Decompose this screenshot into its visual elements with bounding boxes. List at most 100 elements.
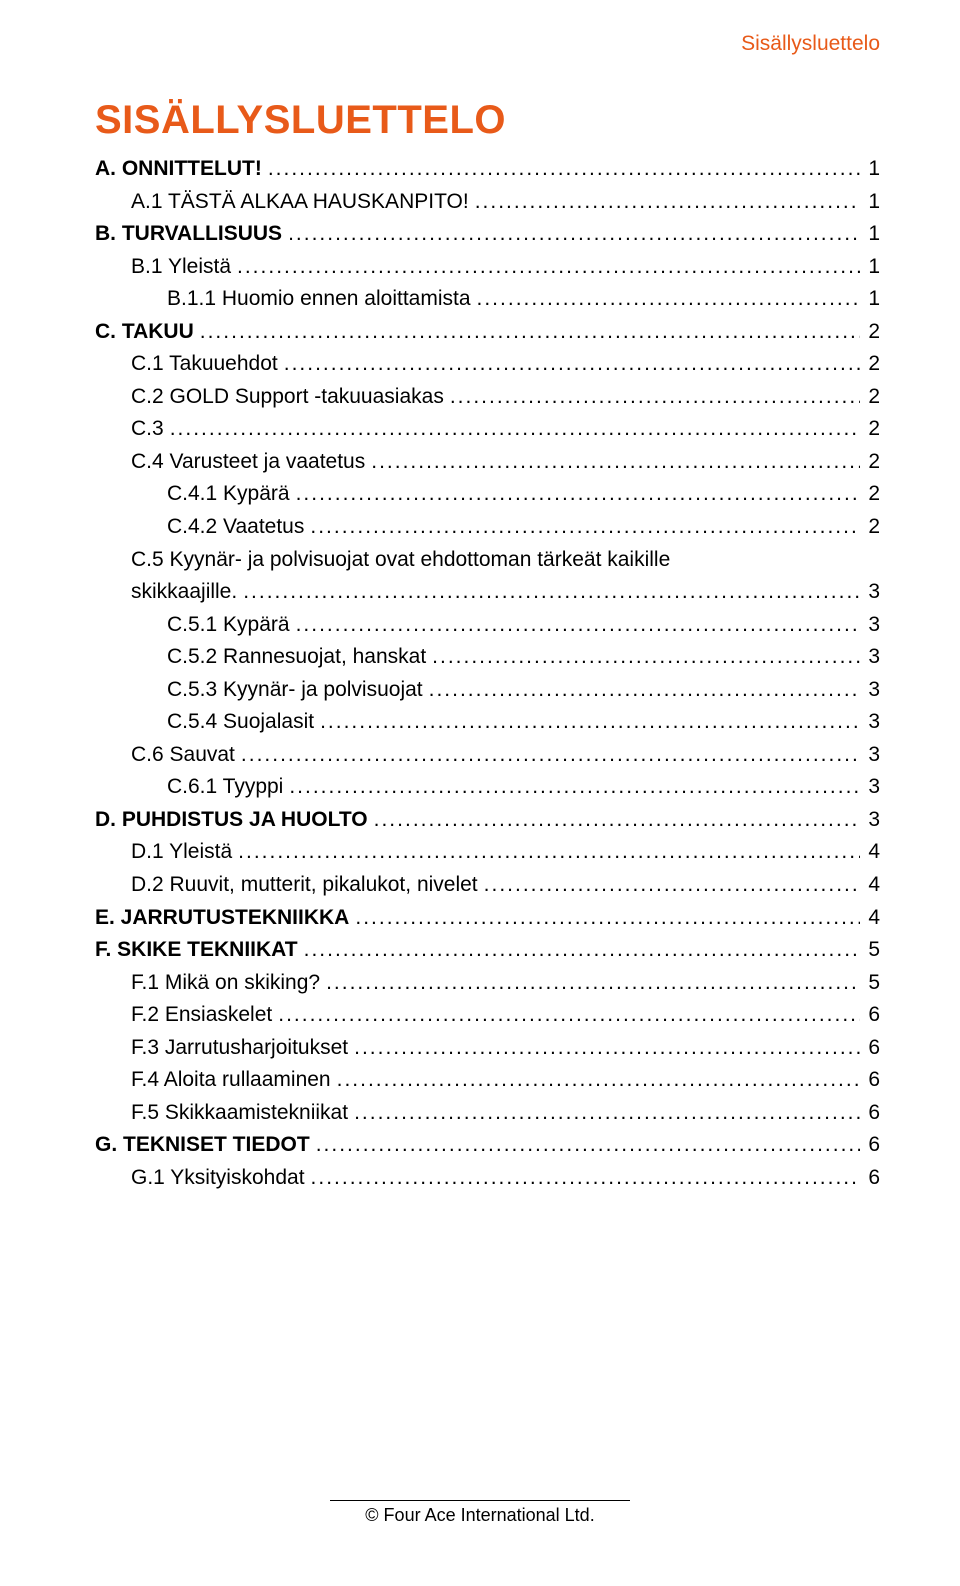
toc-entry[interactable]: C.5.4 Suojalasit 3 (95, 706, 880, 739)
toc-entry-page: 4 (860, 902, 880, 935)
toc-leaders (348, 1097, 860, 1130)
toc-leaders (262, 153, 860, 186)
toc-leaders (232, 836, 860, 869)
toc-leaders (235, 739, 860, 772)
toc-entry-label: B.1.1 Huomio ennen aloittamista (167, 283, 471, 316)
footer-wrap: © Four Ace International Ltd. (0, 1500, 960, 1526)
toc-entry-label-line1: C.5 Kyynär- ja polvisuojat ovat ehdottom… (95, 544, 880, 577)
toc-entry-page: 1 (860, 251, 880, 284)
toc-entry[interactable]: C.4.1 Kypärä2 (95, 478, 880, 511)
toc-leaders (314, 706, 860, 739)
toc-entry-page: 3 (860, 804, 880, 837)
toc-entry-label: C.6 Sauvat (131, 739, 235, 772)
toc-entry-page: 6 (860, 1032, 880, 1065)
toc-leaders (368, 804, 860, 837)
toc-entry[interactable]: C.1 Takuuehdot2 (95, 348, 880, 381)
toc-entry-page: 2 (860, 348, 880, 381)
toc-entry[interactable]: C.4.2 Vaatetus2 (95, 511, 880, 544)
toc-entry-label: C.5.2 Rannesuojat, hanskat (167, 641, 426, 674)
toc-entry-label: G. TEKNISET TIEDOT (95, 1129, 310, 1162)
toc-entry[interactable]: E. JARRUTUSTEKNIIKKA4 (95, 902, 880, 935)
toc-entry[interactable]: C.6.1 Tyyppi3 (95, 771, 880, 804)
toc-entry-page: 6 (860, 999, 880, 1032)
toc-entry-page: 4 (860, 869, 880, 902)
table-of-contents: A. ONNITTELUT!1A.1 TÄSTÄ ALKAA HAUSKANPI… (95, 153, 880, 1195)
toc-entry-page: 2 (860, 413, 880, 446)
toc-entry[interactable]: A. ONNITTELUT!1 (95, 153, 880, 186)
toc-entry[interactable]: C.5.3 Kyynär- ja polvisuojat3 (95, 674, 880, 707)
toc-leaders (290, 609, 860, 642)
toc-entry[interactable]: G.1 Yksityiskohdat6 (95, 1162, 880, 1195)
toc-entry-label: D.2 Ruuvit, mutterit, pikalukot, nivelet (131, 869, 478, 902)
toc-entry-page: 5 (860, 967, 880, 1000)
toc-leaders (478, 869, 860, 902)
toc-entry-page: 1 (860, 283, 880, 316)
toc-entry-label: F.4 Aloita rullaaminen (131, 1064, 331, 1097)
toc-entry-page: 3 (860, 576, 880, 609)
toc-entry[interactable]: F.2 Ensiaskelet 6 (95, 999, 880, 1032)
toc-entry[interactable]: G. TEKNISET TIEDOT6 (95, 1129, 880, 1162)
toc-entry[interactable]: D.1 Yleistä4 (95, 836, 880, 869)
toc-entry-label: C.5.4 Suojalasit (167, 706, 314, 739)
toc-entry[interactable]: F.5 Skikkaamistekniikat 6 (95, 1097, 880, 1130)
toc-entry-page: 3 (860, 706, 880, 739)
toc-entry-label-line2: skikkaajille. (131, 576, 237, 609)
toc-entry[interactable]: C.6 Sauvat3 (95, 739, 880, 772)
toc-entry[interactable]: F.4 Aloita rullaaminen 6 (95, 1064, 880, 1097)
toc-leaders (320, 967, 860, 1000)
toc-entry-label: D. PUHDISTUS JA HUOLTO (95, 804, 368, 837)
toc-leaders (290, 478, 860, 511)
toc-entry-label: F.2 Ensiaskelet (131, 999, 272, 1032)
toc-entry[interactable]: F. SKIKE TEKNIIKAT 5 (95, 934, 880, 967)
toc-leaders (304, 511, 860, 544)
toc-entry-label: F.5 Skikkaamistekniikat (131, 1097, 348, 1130)
toc-leaders (423, 674, 860, 707)
toc-entry-label: C.4.2 Vaatetus (167, 511, 304, 544)
toc-entry[interactable]: F.1 Mikä on skiking?5 (95, 967, 880, 1000)
toc-entry-label: B.1 Yleistä (131, 251, 231, 284)
toc-entry-label: F. SKIKE TEKNIIKAT (95, 934, 298, 967)
toc-leaders (164, 413, 860, 446)
toc-entry[interactable]: C. TAKUU2 (95, 316, 880, 349)
toc-entry-label: C.5.3 Kyynär- ja polvisuojat (167, 674, 423, 707)
toc-entry[interactable]: C.5.1 Kypärä3 (95, 609, 880, 642)
toc-entry[interactable]: D.2 Ruuvit, mutterit, pikalukot, nivelet… (95, 869, 880, 902)
toc-entry-label: C. TAKUU (95, 316, 194, 349)
toc-leaders (194, 316, 860, 349)
toc-leaders (282, 218, 860, 251)
toc-leaders (331, 1064, 860, 1097)
toc-leaders (365, 446, 860, 479)
toc-leaders (471, 283, 860, 316)
toc-entry[interactable]: C.5.2 Rannesuojat, hanskat 3 (95, 641, 880, 674)
toc-leaders (349, 902, 860, 935)
toc-entry[interactable]: D. PUHDISTUS JA HUOLTO 3 (95, 804, 880, 837)
toc-entry-label: F.3 Jarrutusharjoitukset (131, 1032, 348, 1065)
toc-entry-page: 2 (860, 446, 880, 479)
toc-entry[interactable]: C.5 Kyynär- ja polvisuojat ovat ehdottom… (95, 544, 880, 609)
toc-leaders (305, 1162, 860, 1195)
toc-entry-page: 3 (860, 641, 880, 674)
toc-entry[interactable]: C.4 Varusteet ja vaatetus2 (95, 446, 880, 479)
toc-entry-label: D.1 Yleistä (131, 836, 232, 869)
toc-entry-page: 2 (860, 381, 880, 414)
toc-entry-page: 6 (860, 1064, 880, 1097)
toc-entry[interactable]: C.32 (95, 413, 880, 446)
toc-leaders (231, 251, 860, 284)
toc-entry-page: 6 (860, 1097, 880, 1130)
toc-entry[interactable]: F.3 Jarrutusharjoitukset 6 (95, 1032, 880, 1065)
toc-entry-label: C.6.1 Tyyppi (167, 771, 283, 804)
toc-entry[interactable]: C.2 GOLD Support -takuuasiakas2 (95, 381, 880, 414)
toc-entry[interactable]: B.1.1 Huomio ennen aloittamista 1 (95, 283, 880, 316)
toc-leaders (283, 771, 860, 804)
footer-copyright: © Four Ace International Ltd. (330, 1500, 630, 1526)
toc-leaders (278, 348, 860, 381)
toc-entry-page: 1 (860, 186, 880, 219)
toc-entry-label: B. TURVALLISUUS (95, 218, 282, 251)
toc-entry-label: C.5.1 Kypärä (167, 609, 290, 642)
toc-entry-page: 5 (860, 934, 880, 967)
toc-entry-page: 1 (860, 153, 880, 186)
toc-entry[interactable]: A.1 TÄSTÄ ALKAA HAUSKANPITO! 1 (95, 186, 880, 219)
toc-entry[interactable]: B. TURVALLISUUS1 (95, 218, 880, 251)
toc-entry-label: A.1 TÄSTÄ ALKAA HAUSKANPITO! (131, 186, 469, 219)
toc-entry[interactable]: B.1 Yleistä 1 (95, 251, 880, 284)
